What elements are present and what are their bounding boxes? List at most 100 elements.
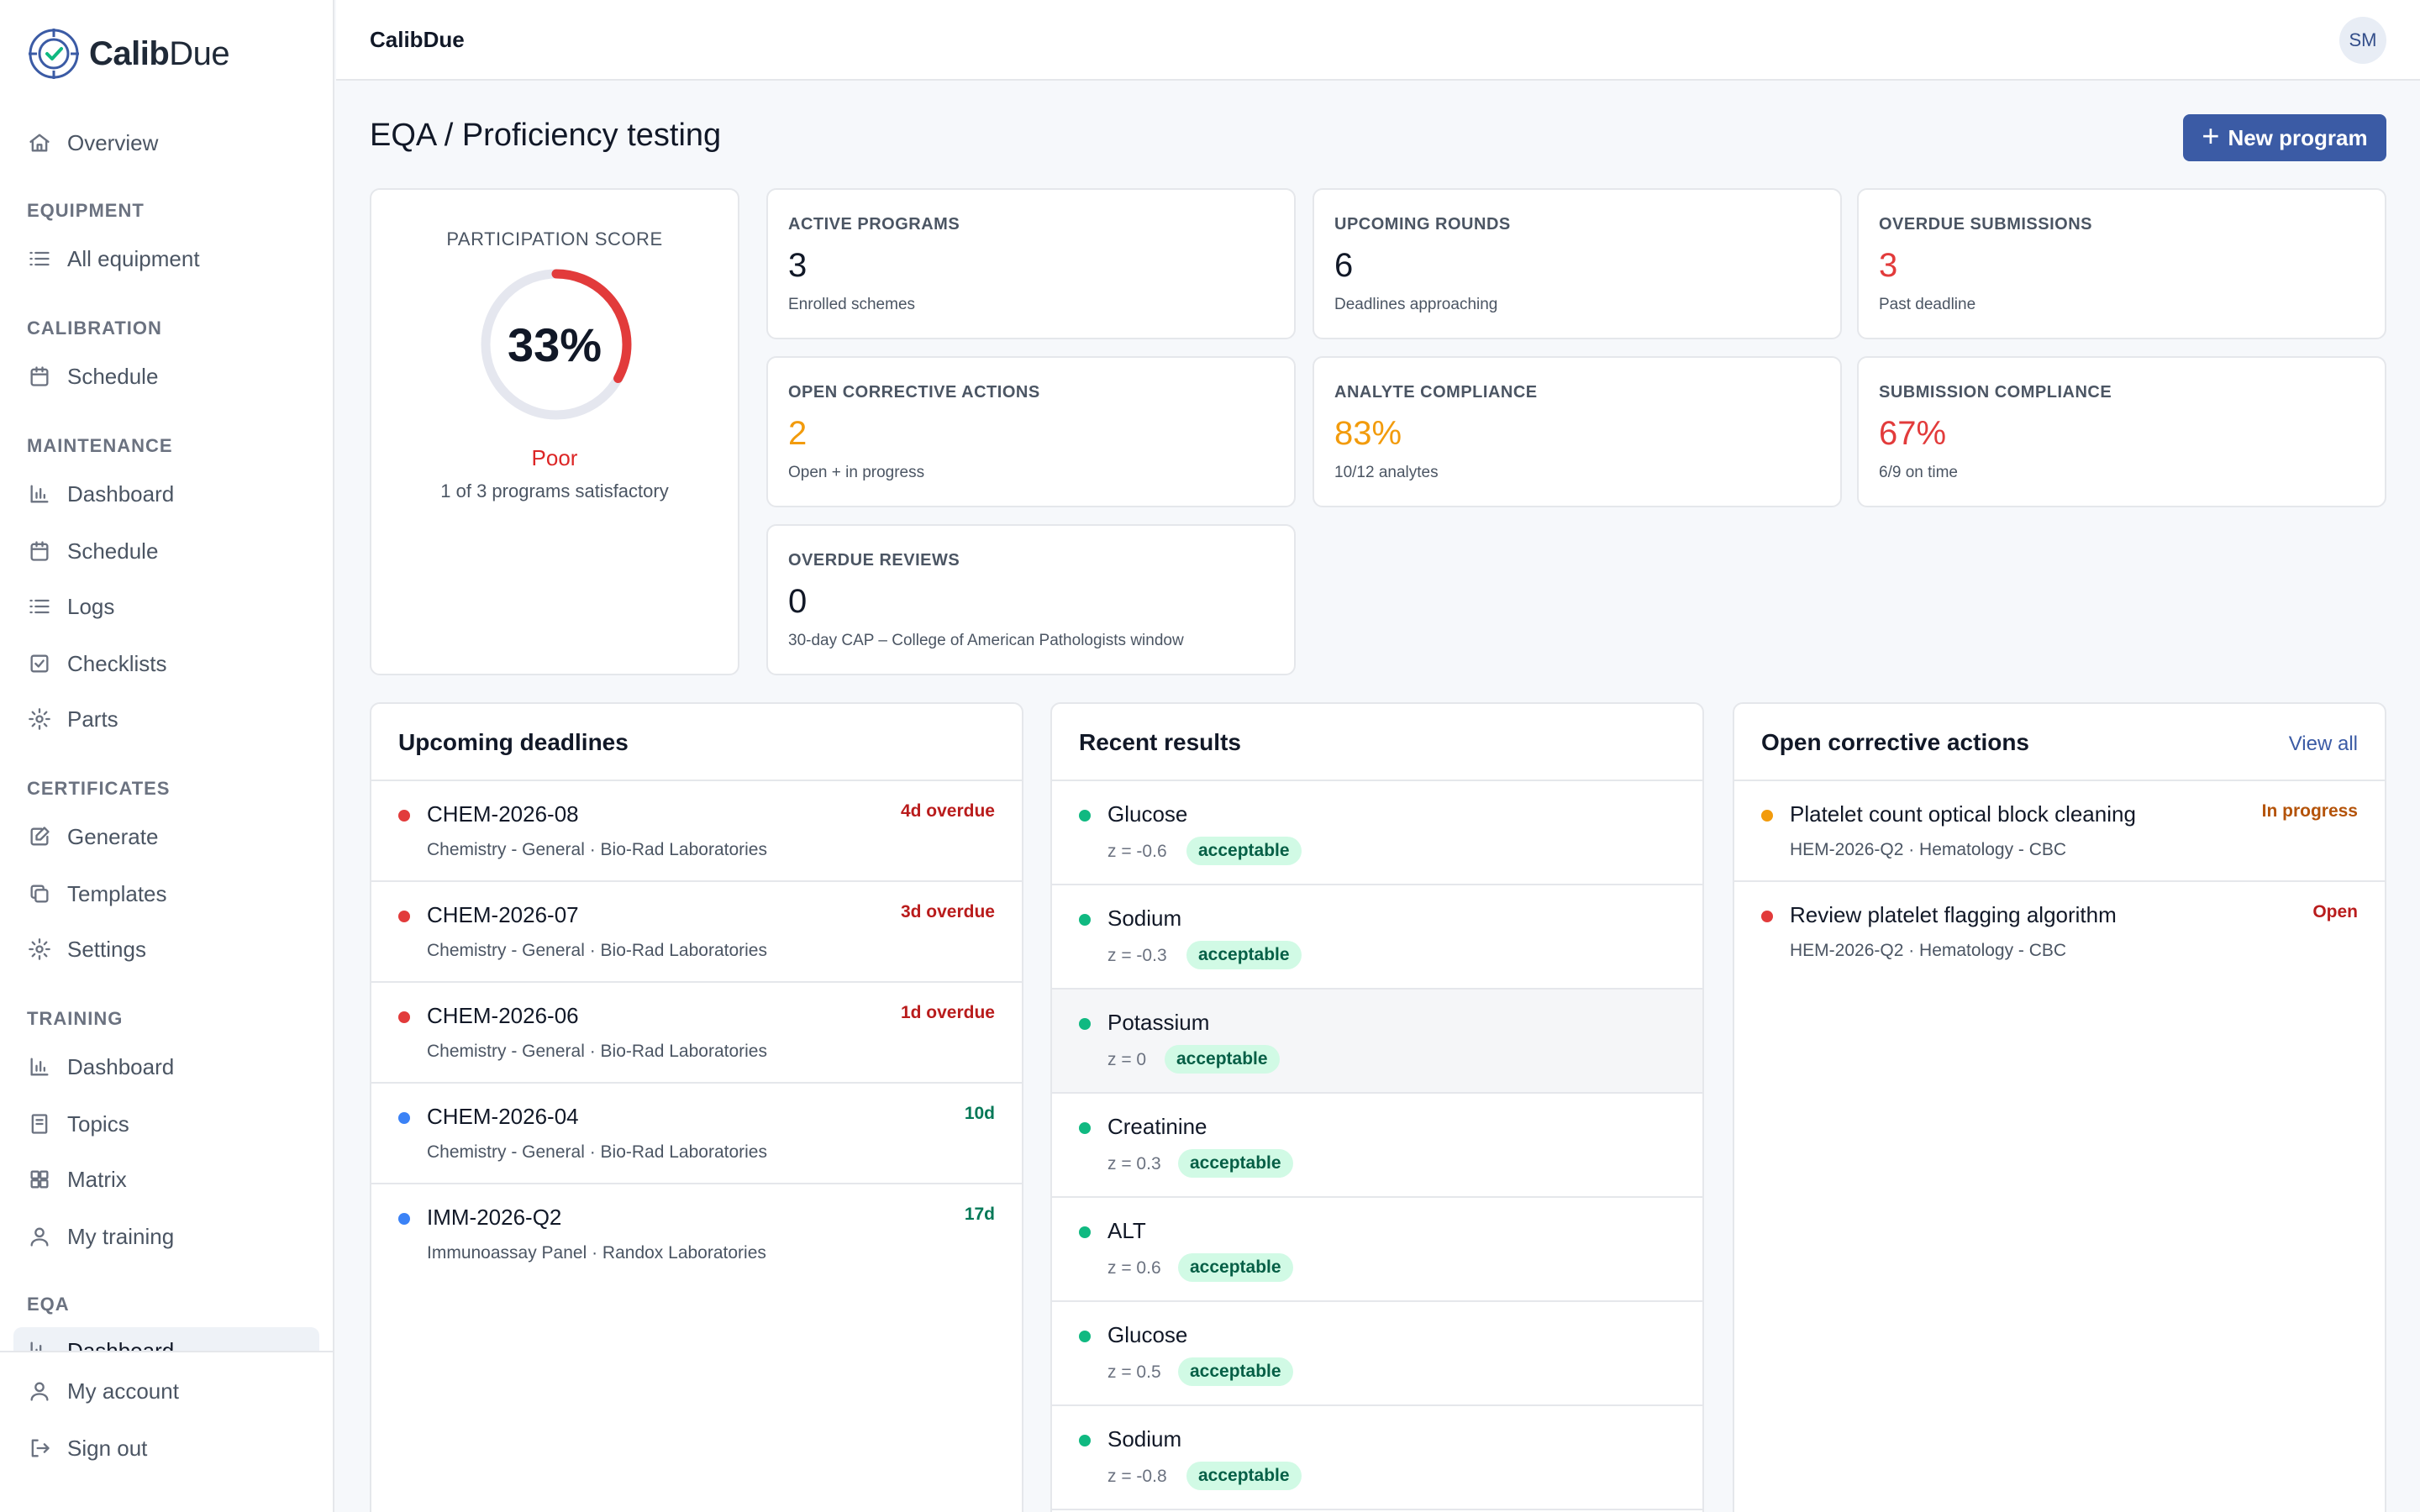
sidebar-item-my-training[interactable]: My training (13, 1213, 319, 1260)
stat-value: 3 (1879, 247, 1898, 284)
result-row[interactable]: Sodium z = -0.3 acceptable (1052, 885, 1702, 990)
status-dot (1079, 914, 1091, 926)
stat-card-submission-compliance: SUBMISSION COMPLIANCE 67% 6/9 on time (1857, 356, 2386, 507)
status-dot (398, 911, 410, 922)
sidebar-item-parts[interactable]: Parts (13, 696, 319, 743)
stat-card-open-corrective-actions: OPEN CORRECTIVE ACTIONS 2 Open + in prog… (766, 356, 1296, 507)
gear-icon (27, 706, 52, 732)
sidebar-item-settings[interactable]: Settings (13, 926, 319, 973)
stat-value: 6 (1334, 247, 1354, 284)
sidebar-item-sign-out[interactable]: Sign out (13, 1425, 319, 1472)
deadline-detail: Chemistry - General · Bio-Rad Laboratori… (427, 941, 767, 960)
result-zscore: z = -0.3 (1107, 946, 1167, 965)
user-icon (27, 1224, 52, 1249)
sign-out-icon (27, 1436, 52, 1461)
status-dot (1079, 1226, 1091, 1238)
score-rating: Poor (531, 445, 578, 470)
deadline-code: CHEM-2026-08 (427, 801, 579, 827)
avatar[interactable]: SM (2339, 17, 2386, 64)
stat-value: 0 (788, 583, 808, 620)
stat-label: OVERDUE SUBMISSIONS (1879, 215, 2092, 234)
stat-card-overdue-submissions: OVERDUE SUBMISSIONS 3 Past deadline (1857, 188, 2386, 339)
corrective-action-row[interactable]: Review platelet flagging algorithm HEM-2… (1734, 882, 2385, 983)
sidebar-item-label: Overview (67, 129, 159, 155)
corrective-action-detail: HEM-2026-Q2 · Hematology - CBC (1790, 941, 2067, 960)
sidebar-item-my-account[interactable]: My account (13, 1368, 319, 1415)
corrective-action-title: Review platelet flagging algorithm (1790, 902, 2117, 927)
stat-label: UPCOMING ROUNDS (1334, 215, 1511, 234)
section-label-training: TRAINING (27, 1008, 124, 1029)
result-zscore: z = 0.3 (1107, 1154, 1161, 1173)
sidebar-item-overview[interactable]: Overview (13, 119, 319, 166)
sidebar-item-label: All equipment (67, 245, 200, 271)
deadline-code: IMM-2026-Q2 (427, 1205, 562, 1230)
panel-header: Upcoming deadlines (371, 704, 1022, 781)
status-dot (1079, 1331, 1091, 1342)
app-title: CalibDue (370, 27, 465, 52)
book-icon (27, 1111, 52, 1137)
sidebar-item-label: Generate (67, 823, 159, 849)
score-label: PARTICIPATION SCORE (446, 228, 663, 249)
deadline-row[interactable]: CHEM-2026-07 Chemistry - General · Bio-R… (371, 882, 1022, 983)
stat-subtitle: 6/9 on time (1879, 464, 1958, 481)
deadline-row[interactable]: IMM-2026-Q2 Immunoassay Panel · Randox L… (371, 1184, 1022, 1285)
result-row[interactable]: Sodium z = -0.8 acceptable (1052, 1406, 1702, 1510)
brand-name: CalibDue (89, 34, 230, 72)
result-row[interactable]: Potassium z = 0 acceptable (1052, 990, 1702, 1094)
status-dot (1079, 1122, 1091, 1134)
result-zscore: z = -0.6 (1107, 842, 1167, 861)
sidebar-item-label: Dashboard (67, 480, 175, 507)
status-dot (398, 1213, 410, 1225)
top-bar: CalibDue SM (336, 0, 2420, 81)
sidebar-item-all-equipment[interactable]: All equipment (13, 235, 319, 282)
status-dot (1761, 911, 1773, 922)
deadline-code: CHEM-2026-07 (427, 902, 579, 927)
stat-value: 83% (1334, 415, 1402, 452)
view-all-link[interactable]: View all (2288, 732, 2358, 755)
brand-logo[interactable]: CalibDue (27, 27, 230, 81)
result-badge: acceptable (1178, 1149, 1293, 1178)
stat-label: SUBMISSION COMPLIANCE (1879, 383, 2112, 402)
result-row[interactable]: ALT z = 0.6 acceptable (1052, 1198, 1702, 1302)
list-icon (27, 594, 52, 619)
sidebar-item-calibration-schedule[interactable]: Schedule (13, 353, 319, 400)
sidebar-item-label: Schedule (67, 363, 159, 389)
stat-subtitle: Open + in progress (788, 464, 925, 481)
sidebar-item-label: My training (67, 1223, 175, 1249)
sidebar-item-topics[interactable]: Topics (13, 1100, 319, 1147)
result-analyte: Potassium (1107, 1010, 1210, 1035)
deadline-row[interactable]: CHEM-2026-08 Chemistry - General · Bio-R… (371, 781, 1022, 882)
stat-value: 3 (788, 247, 808, 284)
result-row[interactable]: Creatinine z = 0.3 acceptable (1052, 1094, 1702, 1198)
stat-value: 67% (1879, 415, 1947, 452)
sidebar-nav[interactable]: Overview EQUIPMENT All equipment CALIBRA… (0, 108, 333, 1351)
gauge-arc (481, 269, 632, 420)
sidebar-item-maintenance-dashboard[interactable]: Dashboard (13, 470, 319, 517)
panel-title: Open corrective actions (1761, 729, 2030, 755)
result-badge: acceptable (1186, 837, 1302, 865)
sidebar-item-eqa-dashboard[interactable]: Dashboard (13, 1327, 319, 1351)
sidebar-item-templates[interactable]: Templates (13, 870, 319, 917)
result-zscore: z = 0.6 (1107, 1258, 1161, 1278)
result-row[interactable]: Glucose z = 0.5 acceptable (1052, 1302, 1702, 1406)
status-dot (1079, 1018, 1091, 1030)
corrective-action-row[interactable]: Platelet count optical block cleaning HE… (1734, 781, 2385, 882)
section-label-eqa: EQA (27, 1294, 70, 1315)
sidebar-item-matrix[interactable]: Matrix (13, 1156, 319, 1203)
new-program-button[interactable]: + New program (2183, 114, 2386, 161)
panel-title: Upcoming deadlines (398, 729, 629, 755)
deadline-row[interactable]: CHEM-2026-04 Chemistry - General · Bio-R… (371, 1084, 1022, 1184)
plus-icon: + (2202, 118, 2220, 153)
result-row[interactable]: Glucose z = -0.6 acceptable (1052, 781, 1702, 885)
sidebar-item-training-dashboard[interactable]: Dashboard (13, 1043, 319, 1090)
sidebar-item-checklists[interactable]: Checklists (13, 640, 319, 687)
stat-value: 2 (788, 415, 808, 452)
stat-label: ACTIVE PROGRAMS (788, 215, 960, 234)
sidebar-item-maintenance-schedule[interactable]: Schedule (13, 528, 319, 575)
list-icon (27, 246, 52, 271)
upcoming-deadlines-panel: Upcoming deadlines CHEM-2026-08 Chemistr… (370, 702, 1023, 1512)
sidebar-item-generate[interactable]: Generate (13, 813, 319, 860)
corrective-action-status: In progress (2261, 801, 2358, 821)
sidebar-item-logs[interactable]: Logs (13, 583, 319, 630)
deadline-row[interactable]: CHEM-2026-06 Chemistry - General · Bio-R… (371, 983, 1022, 1084)
